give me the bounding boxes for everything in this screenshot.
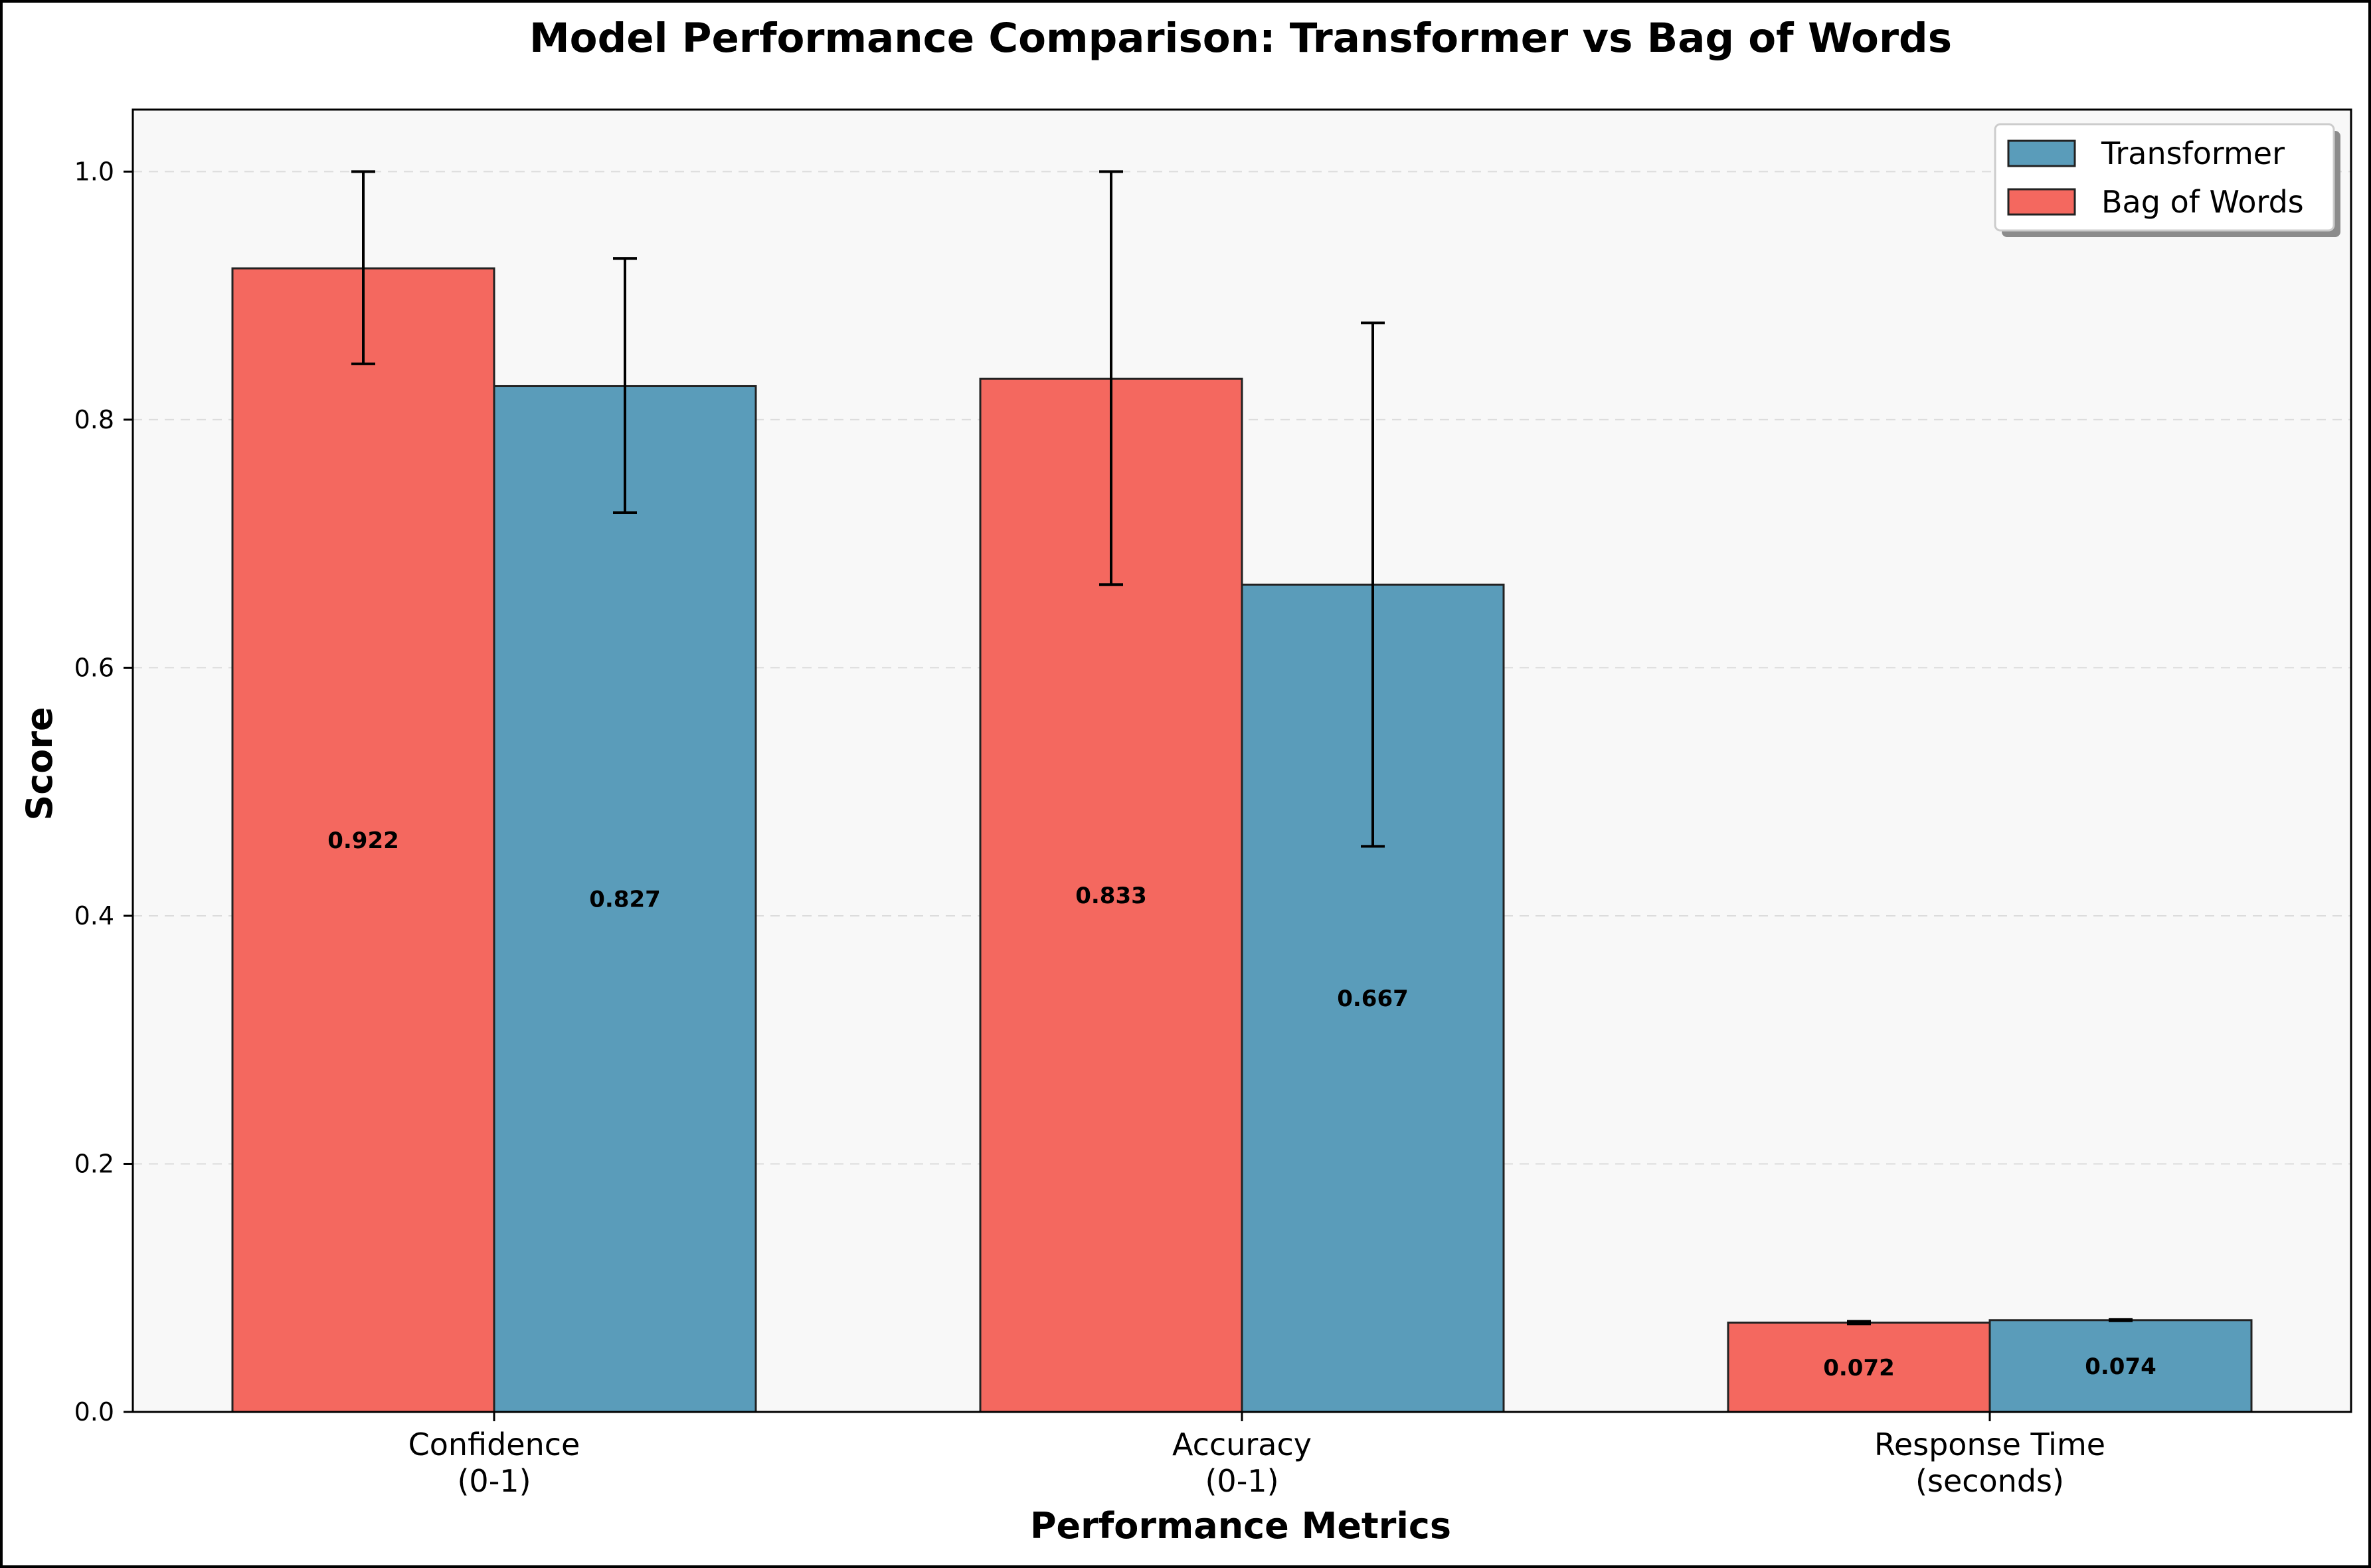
y-tick-label: 0.2 [74, 1149, 114, 1178]
bars [231, 267, 2253, 1413]
bar-value-label: 0.667 [1337, 986, 1409, 1012]
error-bars [351, 170, 2133, 1326]
bar-value-label: 0.833 [1075, 883, 1147, 909]
x-tick-label: Confidence [408, 1427, 580, 1462]
bar-value-label: 0.074 [2085, 1353, 2156, 1380]
bar-value-labels: 0.922 0.833 0.072 0.827 0.667 0.074 [327, 828, 2156, 1381]
bar [493, 385, 757, 1413]
legend: Transformer Bag of Words [1994, 123, 2340, 237]
legend-label-transformer: Transformer [2101, 135, 2285, 171]
x-tick-label: Accuracy [1172, 1427, 1312, 1462]
x-tick-label: (seconds) [1915, 1463, 2064, 1499]
y-tick-label: 0.6 [74, 653, 114, 682]
x-tick-label: (0-1) [1205, 1463, 1278, 1499]
y-tick-label: 0.4 [74, 901, 114, 930]
y-axis-label: Score [19, 707, 60, 820]
x-axis: Confidence(0-1)Accuracy(0-1)Response Tim… [408, 1412, 2105, 1499]
bar-value-label: 0.072 [1823, 1355, 1895, 1381]
y-tick-label: 0.8 [74, 405, 114, 434]
y-tick-label: 0.0 [74, 1397, 114, 1427]
y-axis: 0.0 0.2 0.4 0.6 0.8 1.0 [74, 157, 133, 1427]
legend-box [1994, 123, 2335, 232]
bar-value-label: 0.922 [327, 828, 399, 854]
bar [231, 267, 495, 1413]
legend-swatch-transformer [2007, 139, 2076, 167]
x-axis-label: Performance Metrics [1030, 1505, 1451, 1547]
x-tick-label: Response Time [1874, 1427, 2105, 1462]
chart-title: Model Performance Comparison: Transforme… [529, 15, 1952, 62]
x-tick-label: (0-1) [457, 1463, 531, 1499]
legend-swatch-bag-of-words [2007, 188, 2076, 216]
bar-value-label: 0.827 [589, 887, 661, 913]
legend-label-bag-of-words: Bag of Words [2101, 184, 2304, 220]
y-tick-label: 1.0 [74, 157, 114, 186]
